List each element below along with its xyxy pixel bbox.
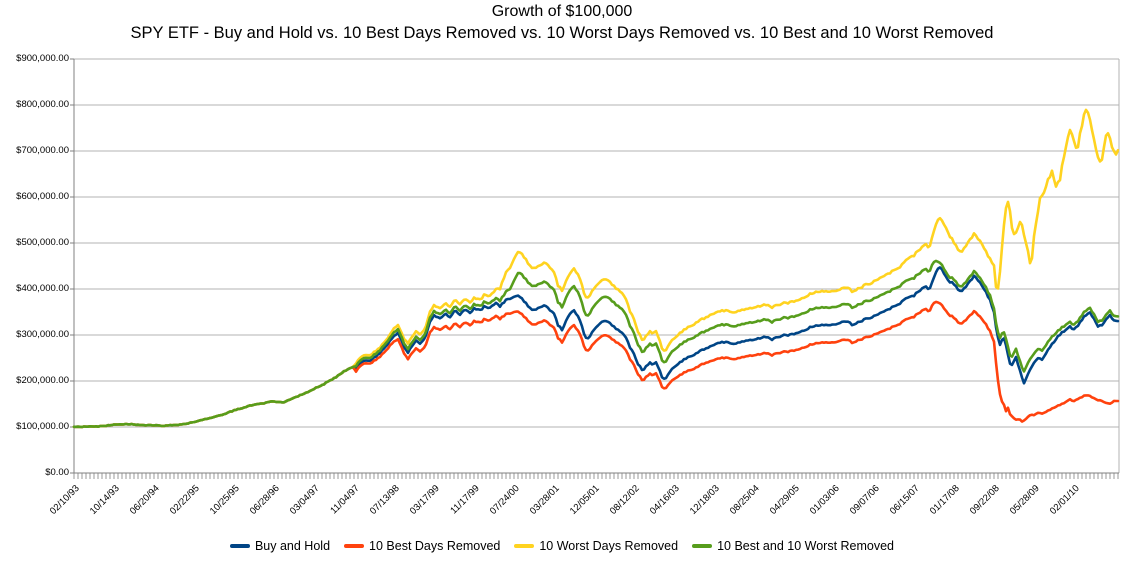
y-axis-tick-label: $800,000.00 xyxy=(16,99,69,110)
legend-marker-icon xyxy=(692,544,713,548)
legend-marker-icon xyxy=(229,544,250,548)
chart-subtitle: SPY ETF - Buy and Hold vs. 10 Best Days … xyxy=(130,24,994,42)
legend-label: 10 Best and 10 Worst Removed xyxy=(717,539,895,553)
legend-label: 10 Worst Days Removed xyxy=(539,539,679,553)
y-axis-tick-label: $200,000.00 xyxy=(16,375,69,386)
legend-item: 10 Best and 10 Worst Removed xyxy=(692,539,894,553)
legend-label: Buy and Hold xyxy=(254,539,331,553)
y-axis-tick-label: $300,000.00 xyxy=(16,329,69,340)
chart-title: Growth of $100,000 xyxy=(491,3,633,20)
legend-label: 10 Best Days Removed xyxy=(369,539,501,553)
y-axis-tick-label: $900,000.00 xyxy=(16,53,69,64)
y-axis-tick-label: $600,000.00 xyxy=(16,191,69,202)
series-line-buy-and-hold xyxy=(72,266,1120,429)
legend-marker-icon xyxy=(344,544,365,548)
y-axis-tick-label: $0.00 xyxy=(45,467,69,478)
axes xyxy=(73,59,1119,474)
y-axis-tick-label: $700,000.00 xyxy=(16,145,69,156)
chart-legend: Buy and Hold 10 Best Days Removed 10 Worst… xyxy=(0,539,1124,553)
legend-marker-icon xyxy=(514,544,535,548)
series-line-10-worst-days-removed xyxy=(72,108,1120,429)
series-line-10-best-and-10-worst-removed xyxy=(72,259,1120,429)
legend-item: 10 Best Days Removed xyxy=(344,539,500,553)
x-axis-ticks xyxy=(73,473,1119,479)
legend-item: 10 Worst Days Removed xyxy=(514,539,678,553)
y-axis-tick-label: $500,000.00 xyxy=(16,237,69,248)
y-axis-tick-label: $100,000.00 xyxy=(16,421,69,432)
series-line-10-best-days-removed xyxy=(72,300,1120,429)
y-axis-tick-label: $400,000.00 xyxy=(16,283,69,294)
legend-item: Buy and Hold xyxy=(229,539,331,553)
gridlines xyxy=(70,58,1120,474)
